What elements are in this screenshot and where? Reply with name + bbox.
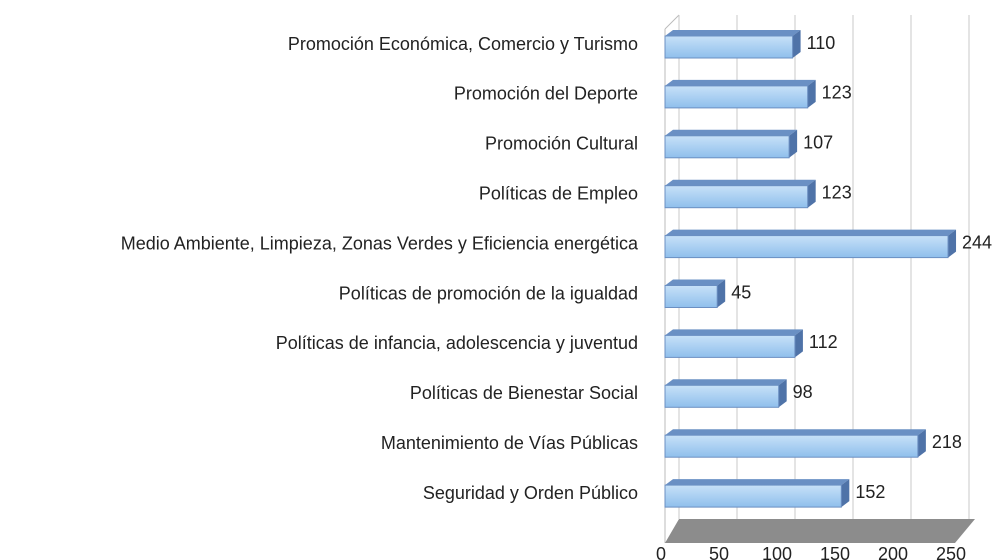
category-label: Promoción Económica, Comercio y Turismo xyxy=(288,34,638,54)
value-label: 98 xyxy=(793,382,813,402)
bar xyxy=(664,379,787,408)
bar-side xyxy=(778,379,787,408)
bar-front xyxy=(664,384,780,408)
bar xyxy=(664,279,726,308)
bar xyxy=(664,329,803,358)
bar-top xyxy=(665,279,726,286)
bar-front xyxy=(664,35,794,59)
bar xyxy=(664,79,816,109)
bar-side xyxy=(789,129,798,158)
bar xyxy=(664,479,850,508)
bar-front xyxy=(664,235,949,259)
value-label: 152 xyxy=(855,482,885,502)
bar xyxy=(664,429,926,458)
category-label: Mantenimiento de Vías Públicas xyxy=(381,433,638,453)
value-label: 112 xyxy=(809,332,838,352)
value-label: 45 xyxy=(731,282,751,302)
x-tick-label: 100 xyxy=(762,544,792,560)
bar xyxy=(664,229,957,259)
category-label: Políticas de promoción de la igualdad xyxy=(339,283,638,303)
bar-side xyxy=(917,429,926,458)
bar-top xyxy=(665,179,816,186)
x-tick-label: 0 xyxy=(656,544,666,560)
category-label: Promoción Cultural xyxy=(485,134,638,154)
bar-side xyxy=(807,179,816,208)
bar-side xyxy=(794,329,803,358)
bar xyxy=(664,30,801,59)
bar-top xyxy=(665,329,803,336)
bar-top xyxy=(665,30,801,36)
bar-front xyxy=(664,185,809,209)
value-label: 123 xyxy=(822,83,852,103)
bar-side xyxy=(948,229,957,258)
bar-front xyxy=(664,285,718,308)
bar-top xyxy=(665,79,816,86)
category-label: Promoción del Deporte xyxy=(454,84,638,104)
bar xyxy=(664,179,816,209)
bar-front xyxy=(664,484,842,508)
x-tick-label: 150 xyxy=(820,544,850,560)
category-label: Políticas de Bienestar Social xyxy=(410,383,638,403)
bar-front xyxy=(664,334,796,358)
category-label: Políticas de infancia, adolescencia y ju… xyxy=(276,333,638,353)
bar-front xyxy=(664,85,809,109)
category-label: Medio Ambiente, Limpieza, Zonas Verdes y… xyxy=(121,233,639,253)
bar-side xyxy=(792,30,801,58)
bar-top xyxy=(665,429,926,436)
bar-side xyxy=(807,79,816,108)
value-label: 107 xyxy=(803,133,833,153)
value-label: 123 xyxy=(822,182,852,202)
category-label: Políticas de Empleo xyxy=(479,183,638,203)
bar-front xyxy=(664,135,790,159)
bar-top xyxy=(665,479,850,486)
floor xyxy=(665,519,975,543)
bar-top xyxy=(665,129,798,136)
side-wall xyxy=(664,14,680,30)
bar-front xyxy=(664,434,919,458)
x-tick-label: 250 xyxy=(936,544,966,560)
value-label: 110 xyxy=(807,33,836,53)
x-tick-label: 200 xyxy=(878,544,908,560)
bar-side xyxy=(841,479,850,508)
bar-top xyxy=(665,379,787,386)
category-label: Seguridad y Orden Público xyxy=(423,483,638,503)
x-tick-label: 50 xyxy=(709,544,729,560)
bar-side xyxy=(717,279,726,308)
value-label: 244 xyxy=(962,232,992,252)
bar xyxy=(664,129,798,159)
bar-top xyxy=(665,229,957,236)
value-label: 218 xyxy=(932,432,962,452)
